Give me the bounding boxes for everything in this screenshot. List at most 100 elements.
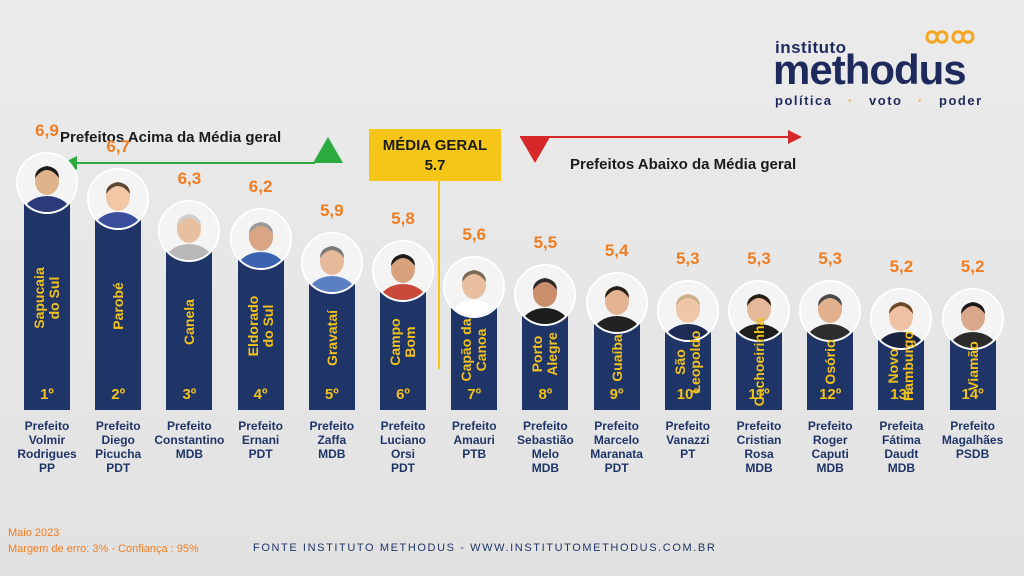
average-reference-line bbox=[438, 181, 440, 369]
mayor-photo bbox=[87, 168, 150, 230]
value-label: 5,3 bbox=[818, 249, 842, 268]
city-label: Sapucaia do Sul bbox=[31, 267, 62, 329]
bar bbox=[95, 220, 142, 410]
brand-tag-3: poder bbox=[939, 93, 983, 108]
mayor-name: Prefeito Amauri PTB bbox=[451, 419, 497, 461]
bar bbox=[593, 324, 640, 410]
mayor-name: Prefeita Fátima Daudt MDB bbox=[879, 419, 924, 475]
average-title: MÉDIA GERAL bbox=[382, 137, 488, 154]
mayor-name: Prefeito Roger Caputi MDB bbox=[807, 419, 853, 475]
bar bbox=[380, 292, 426, 410]
city-label: Cachoeirinha bbox=[750, 317, 767, 407]
bar bbox=[807, 332, 854, 410]
rank-label: 10º bbox=[676, 386, 699, 403]
infinity-logo-icon bbox=[925, 30, 975, 44]
mayor-name: Prefeito Luciano Orsi PDT bbox=[379, 419, 426, 475]
triangle-down-icon bbox=[520, 137, 550, 163]
rank-label: 3º bbox=[182, 386, 197, 403]
mayor-name: Prefeito Vanazzi PT bbox=[665, 419, 711, 461]
mayor-name: Prefeito Diego Picucha PDT bbox=[95, 419, 142, 475]
mayor-photo bbox=[585, 272, 648, 334]
brand-tagline: política · voto · poder bbox=[775, 93, 983, 108]
city-label: Porto Alegre bbox=[529, 332, 561, 376]
average-box: MÉDIA GERAL 5.7 bbox=[369, 129, 501, 181]
value-label: 5,6 bbox=[462, 225, 486, 244]
footer-source: FONTE INSTITUTO METHODUS - WWW.INSTITUTO… bbox=[253, 542, 717, 554]
rank-label: 8º bbox=[538, 386, 553, 403]
rank-label: 7º bbox=[467, 386, 482, 403]
footer-margin: Margem de erro: 3% - Confiança : 95% bbox=[8, 543, 199, 555]
bar bbox=[24, 204, 70, 410]
value-label: 6,3 bbox=[177, 169, 202, 188]
rank-label: 2º bbox=[111, 386, 126, 403]
value-label: 5,3 bbox=[747, 249, 771, 268]
mayor-photo bbox=[372, 240, 434, 302]
mayor-name: Prefeito Ernani PDT bbox=[238, 419, 283, 461]
below-average-label: Prefeitos Abaixo da Média geral bbox=[570, 156, 797, 173]
value-label: 5,9 bbox=[319, 201, 344, 220]
brand-tag-2: voto bbox=[869, 93, 903, 108]
city-label: Canela bbox=[180, 299, 197, 345]
value-label: 5,5 bbox=[533, 233, 558, 252]
rank-label: 14º bbox=[961, 386, 984, 403]
rank-label: 1º bbox=[40, 386, 54, 403]
mayor-name: Prefeito Constantino MDB bbox=[154, 419, 225, 461]
city-label: São Leopoldo bbox=[671, 330, 703, 394]
rank-label: 5º bbox=[324, 386, 339, 403]
value-label: 6,7 bbox=[106, 137, 130, 156]
brand-tag-dot-2: · bbox=[907, 93, 934, 108]
rank-label: 11º bbox=[748, 386, 770, 403]
mayor-photo bbox=[300, 232, 363, 294]
bar bbox=[878, 340, 925, 410]
city-label: Parobé bbox=[109, 282, 126, 330]
mayor-photo bbox=[158, 200, 221, 262]
brand-logo: instituto methodus política · voto · pod… bbox=[773, 30, 995, 110]
value-label: 6,9 bbox=[35, 121, 59, 140]
above-average-label: Prefeitos Acima da Média geral bbox=[60, 129, 282, 146]
bar bbox=[308, 284, 355, 410]
value-label: 6,2 bbox=[248, 177, 273, 196]
value-label: 5,4 bbox=[604, 241, 629, 260]
bar bbox=[166, 252, 213, 410]
value-label: 5,2 bbox=[960, 257, 985, 276]
city-label: Guaíba bbox=[608, 334, 625, 382]
mayor-name: Prefeito Zaffa MDB bbox=[309, 419, 355, 461]
rank-label: 13º bbox=[890, 386, 913, 403]
mayor-photo bbox=[870, 288, 933, 350]
bar bbox=[949, 340, 996, 410]
bar bbox=[522, 316, 569, 410]
mayor-photo bbox=[728, 280, 790, 342]
mayor-photo bbox=[799, 280, 862, 342]
value-label: 5,8 bbox=[391, 209, 415, 228]
rank-label: 12º bbox=[819, 386, 842, 403]
mayor-photo bbox=[16, 152, 78, 214]
bar bbox=[664, 332, 711, 410]
city-label: Eldorado do Sul bbox=[244, 295, 276, 357]
value-label: 5,3 bbox=[675, 249, 700, 268]
brand-tag-1: política bbox=[775, 93, 833, 108]
triangle-up-icon bbox=[313, 137, 343, 163]
value-label: 5,2 bbox=[889, 257, 914, 276]
mayor-name: Prefeito Volmir Rodrigues PP bbox=[17, 419, 77, 475]
mayor-photo bbox=[656, 280, 719, 342]
brand-line2: methodus bbox=[773, 46, 967, 93]
below-arrow-head-icon bbox=[788, 130, 802, 144]
bar bbox=[451, 308, 498, 410]
bar bbox=[736, 332, 782, 410]
rank-label: 4º bbox=[253, 386, 268, 403]
mayor-photo bbox=[443, 256, 506, 318]
mayor-photo bbox=[941, 288, 1004, 350]
bar bbox=[237, 260, 284, 410]
brand-line1: instituto bbox=[775, 38, 847, 57]
mayor-name: Prefeito Sebastião Melo MDB bbox=[517, 419, 574, 475]
rank-label: 9º bbox=[609, 386, 624, 403]
city-label: Osório bbox=[821, 339, 838, 385]
mayor-name: Prefeito Magalhães PSDB bbox=[941, 419, 1004, 461]
mayor-name: Prefeito Marcelo Maranata PDT bbox=[590, 419, 643, 475]
mayor-photo bbox=[229, 208, 292, 270]
rank-label: 6º bbox=[396, 386, 410, 403]
footer-date: Maio 2023 bbox=[8, 527, 60, 539]
mayor-name: Prefeito Cristian Rosa MDB bbox=[736, 419, 782, 475]
average-value: 5.7 bbox=[424, 157, 446, 174]
mayor-photo bbox=[514, 264, 577, 326]
